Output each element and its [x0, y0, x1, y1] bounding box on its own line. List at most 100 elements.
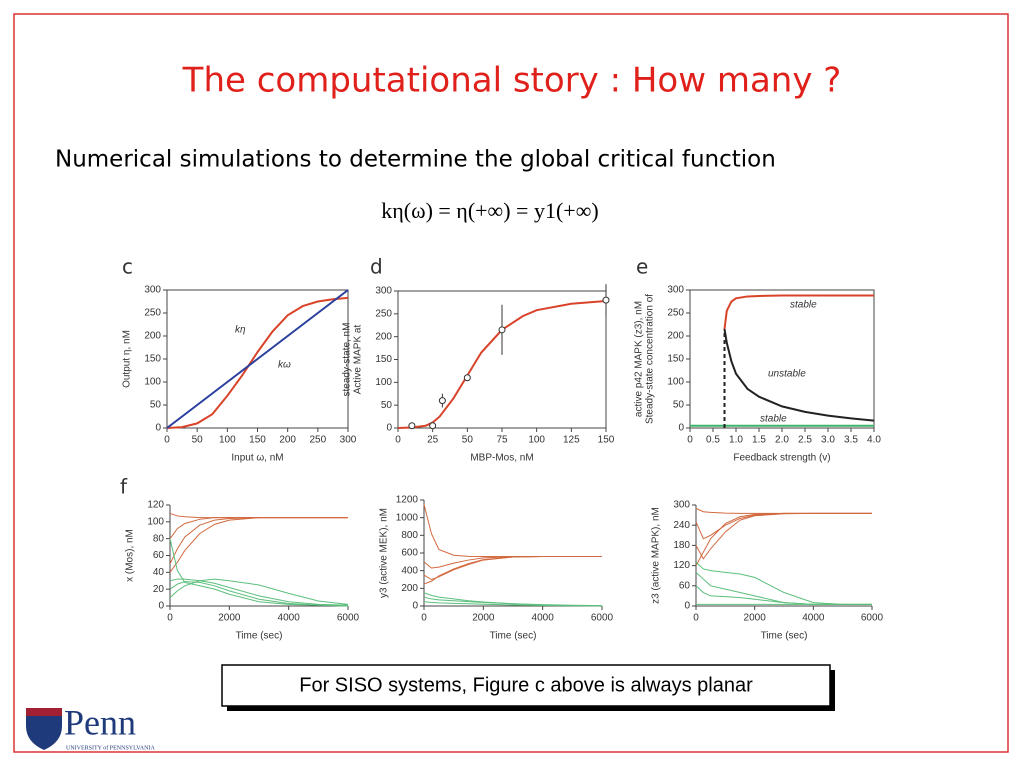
y-tick-label: 1200: [396, 495, 419, 506]
y-tick-label: 120: [147, 500, 164, 511]
series-line: [423, 504, 602, 558]
x-tick-label: 1.5: [752, 435, 766, 446]
y-tick-label: 200: [667, 331, 684, 342]
y-tick-label: 80: [153, 533, 165, 544]
x-tick-label: 6000: [591, 613, 614, 624]
series-line: [169, 517, 348, 573]
y-tick-label: 250: [375, 308, 392, 319]
data-point: [429, 422, 437, 430]
y-axis-label: active p42 MAPK (z3), nM: [634, 301, 645, 417]
y-tick-label: 240: [673, 520, 690, 531]
x-axis-label: Feedback strength (v): [733, 453, 830, 464]
panel-label: e: [636, 255, 648, 279]
y-tick-label: 0: [412, 601, 418, 612]
y-tick-label: 300: [375, 286, 392, 297]
y-axis-label: x (Mos), nM: [125, 529, 136, 582]
x-tick-label: 100: [528, 435, 545, 446]
y-tick-label: 100: [667, 377, 684, 388]
data-point: [438, 397, 446, 405]
x-tick-label: 50: [462, 435, 474, 446]
series-line: [423, 596, 603, 607]
series-line: [423, 601, 603, 607]
data-point: [463, 374, 471, 382]
x-tick-label: 2.5: [798, 435, 812, 446]
slide-title: The computational story : How many ?: [182, 61, 842, 101]
x-tick-label: 4.0: [867, 435, 881, 446]
y-tick-label: 150: [375, 354, 392, 365]
series-line: [723, 294, 874, 330]
series-line: [423, 556, 602, 585]
annotation: stable: [760, 414, 787, 425]
y-tick-label: 300: [673, 500, 690, 511]
y-tick-label: 150: [667, 354, 684, 365]
x-tick-label: 2.0: [775, 435, 789, 446]
logo: Penn UNIVERSITY of PENNSYLVANIA: [26, 702, 155, 751]
y-tick-label: 50: [673, 400, 685, 411]
annotation: kη: [235, 325, 246, 336]
x-tick-label: 4000: [532, 613, 555, 624]
y-axis-label: Output η, nM: [122, 330, 133, 388]
x-tick-label: 200: [279, 435, 296, 446]
x-tick-label: 250: [309, 435, 326, 446]
x-tick-label: 75: [496, 435, 508, 446]
x-tick-label: 1.0: [729, 435, 743, 446]
y-tick-label: 250: [144, 308, 161, 319]
y-tick-label: 200: [375, 331, 392, 342]
y-tick-label: 60: [679, 580, 691, 591]
x-tick-label: 6000: [337, 613, 360, 624]
logo-name: Penn: [64, 702, 136, 742]
y-tick-label: 100: [147, 516, 164, 527]
series-line: [166, 296, 349, 429]
y-tick-label: 100: [144, 377, 161, 388]
y-tick-label: 0: [158, 601, 164, 612]
series-line: [695, 507, 872, 514]
x-tick-label: 0: [693, 613, 699, 624]
x-tick-label: 25: [427, 435, 439, 446]
y-axis-label: y3 (active MEK), nM: [379, 508, 390, 598]
series-line: [695, 571, 872, 605]
data-point: [408, 422, 416, 430]
note-box: [221, 664, 831, 707]
x-tick-label: 0: [395, 435, 401, 446]
y-tick-label: 300: [144, 285, 161, 296]
x-axis-label: Time (sec): [761, 631, 808, 642]
series-line: [169, 517, 348, 565]
logo-band: [26, 708, 62, 716]
x-tick-label: 0: [421, 613, 427, 624]
x-tick-label: 4000: [278, 613, 301, 624]
x-tick-label: 4000: [802, 613, 825, 624]
series-line: [169, 578, 349, 605]
y-tick-label: 300: [667, 285, 684, 296]
x-tick-label: 100: [219, 435, 236, 446]
y-tick-label: 0: [678, 423, 684, 434]
y-tick-label: 0: [155, 423, 161, 434]
y-tick-label: 20: [153, 584, 165, 595]
panel-label: f: [120, 475, 128, 499]
annotation: stable: [790, 300, 817, 311]
series-line: [166, 289, 349, 429]
x-tick-label: 50: [192, 435, 204, 446]
y-tick-label: 200: [401, 583, 418, 594]
y-tick-label: 100: [375, 377, 392, 388]
series-line: [423, 556, 602, 569]
series-line: [723, 328, 875, 422]
x-axis-label: Input ω, nM: [231, 453, 283, 464]
x-tick-label: 125: [563, 435, 580, 446]
y-tick-label: 60: [153, 550, 165, 561]
y-tick-label: 180: [673, 540, 690, 551]
series-line: [423, 556, 602, 581]
y-tick-label: 0: [684, 601, 690, 612]
y-axis-label: Active MAPK at: [353, 325, 364, 395]
panel-label: c: [122, 255, 133, 279]
x-tick-label: 3.0: [821, 435, 835, 446]
y-tick-label: 600: [401, 548, 418, 559]
series-line: [695, 561, 872, 605]
series-line: [695, 512, 872, 560]
y-tick-label: 1000: [396, 512, 419, 523]
y-tick-label: 50: [381, 400, 393, 411]
x-tick-label: 0: [164, 435, 170, 446]
x-axis-label: Time (sec): [490, 631, 537, 642]
logo-shield: [26, 708, 62, 750]
